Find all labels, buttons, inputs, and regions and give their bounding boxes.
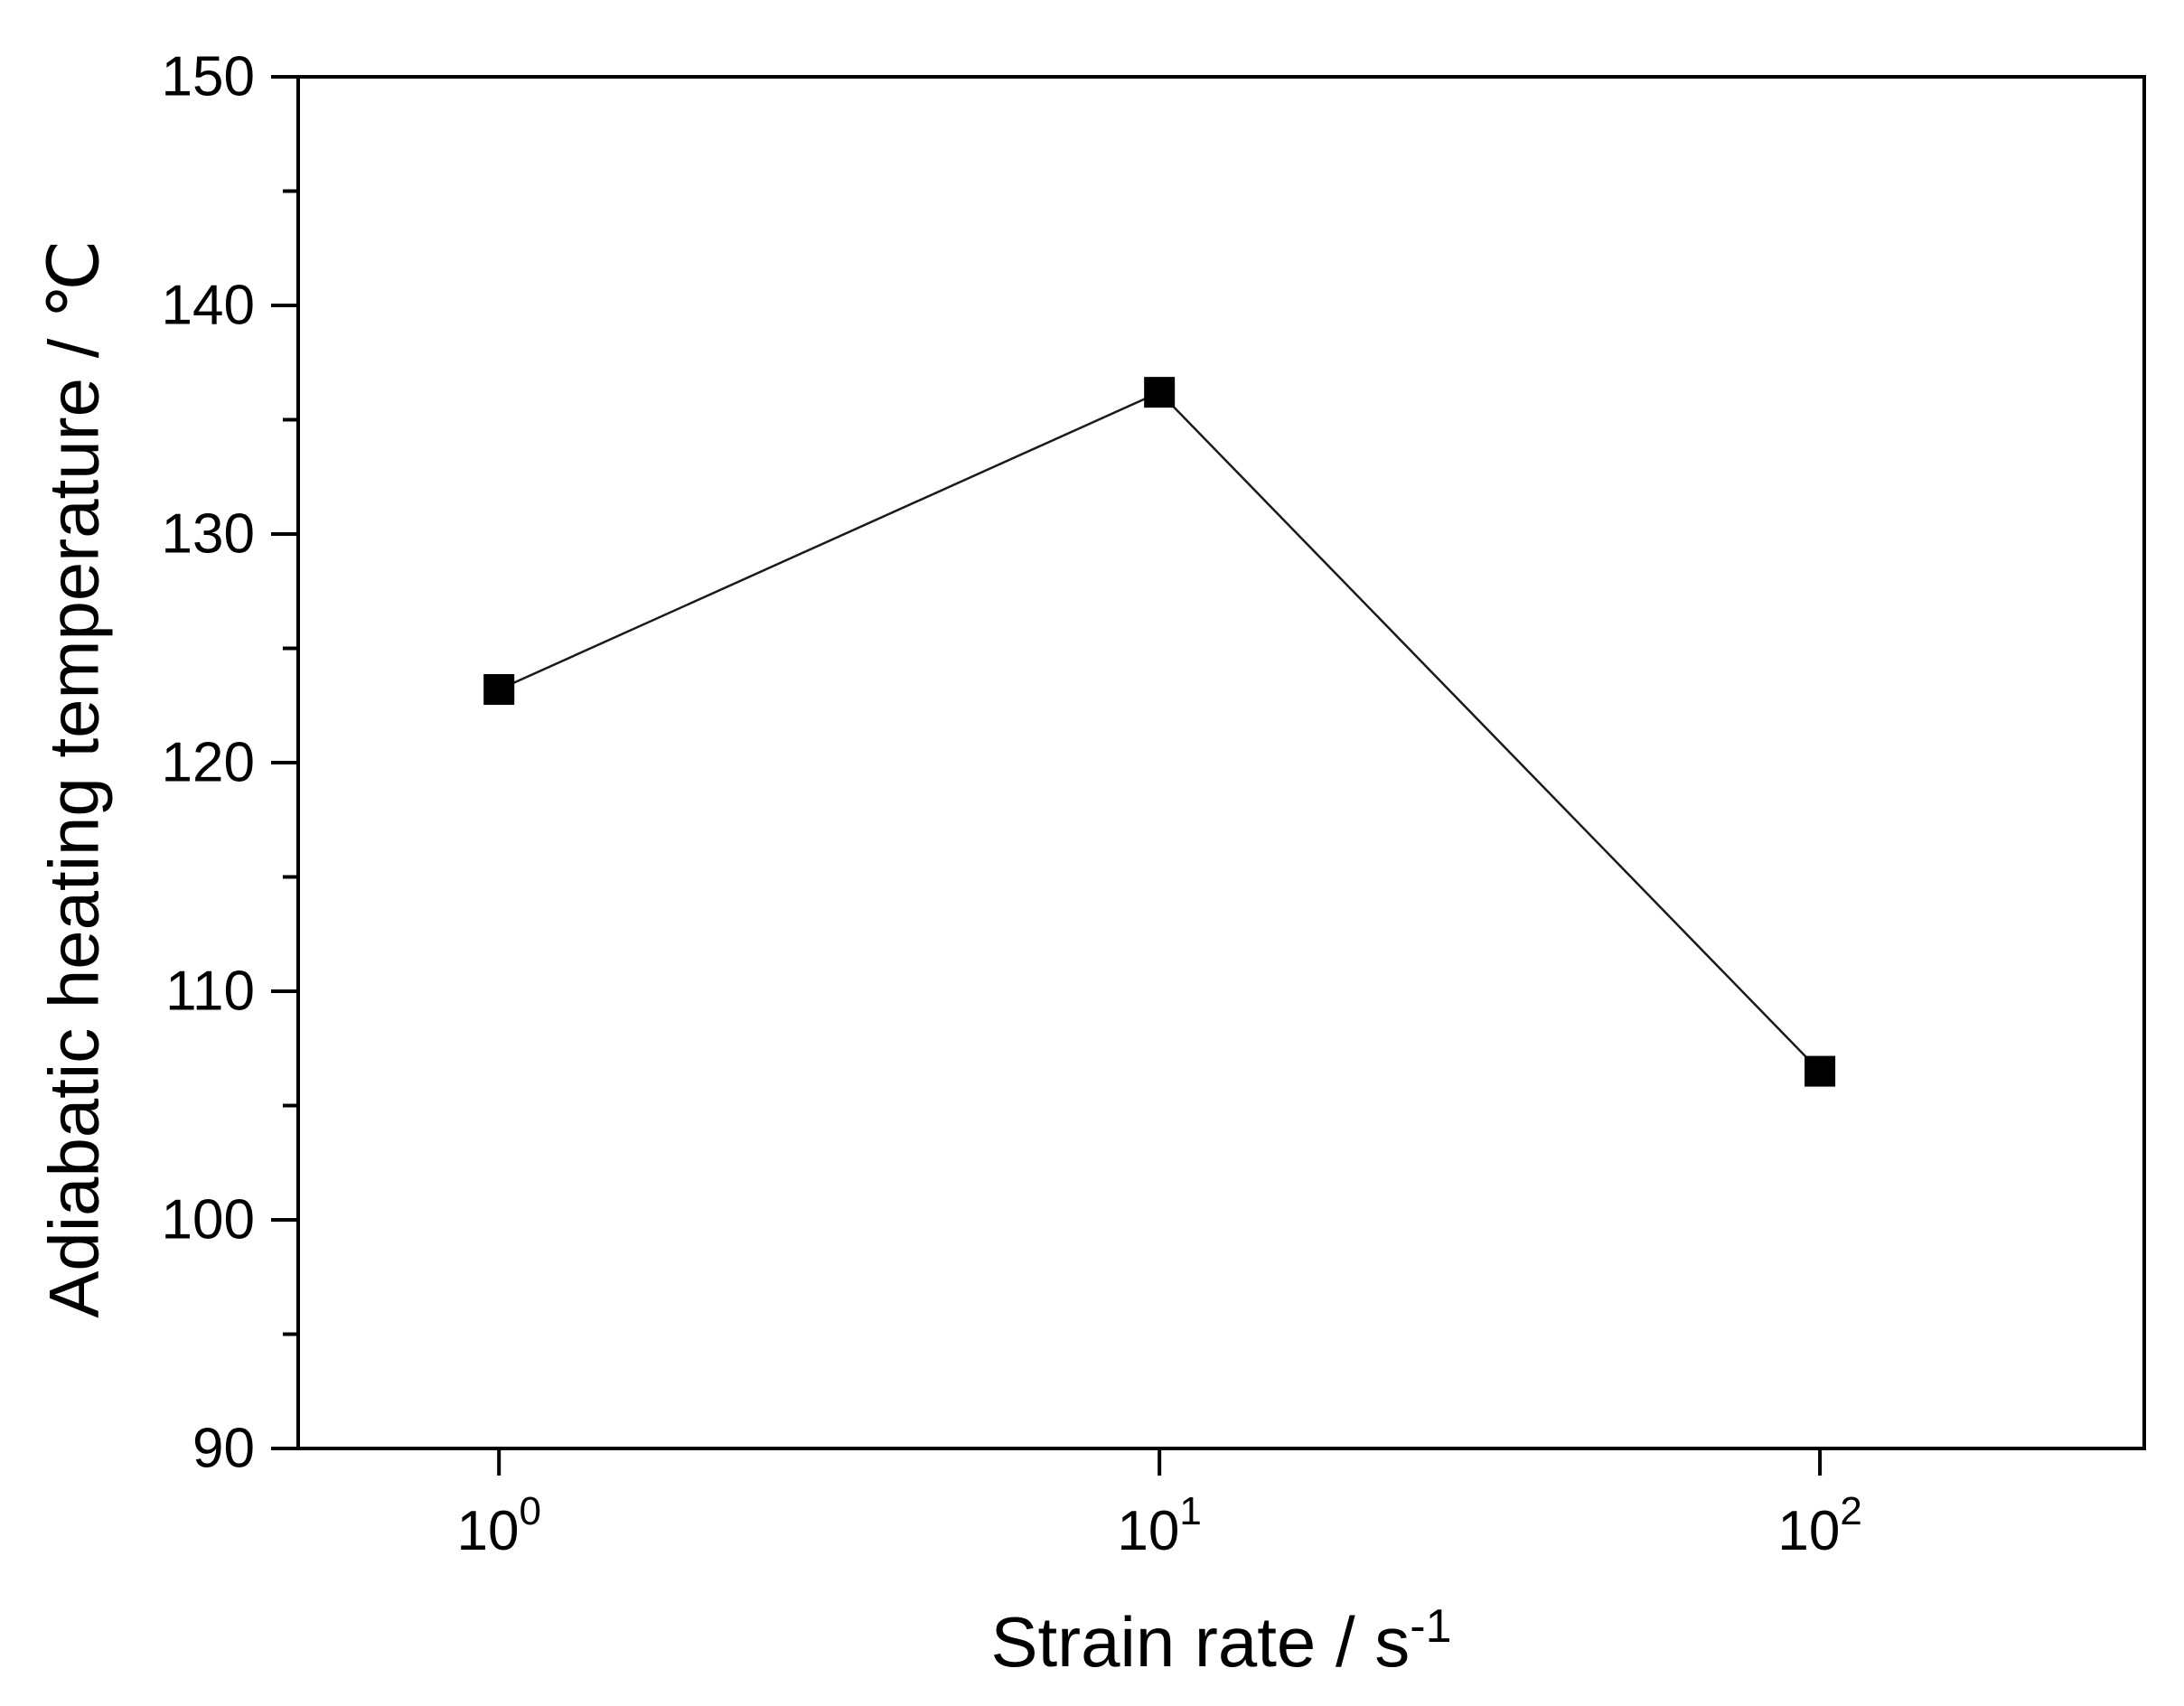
y-tick-label: 90 [192, 1418, 255, 1480]
plot-frame [296, 75, 2146, 1450]
y-tick-label: 110 [165, 961, 255, 1023]
y-tick-label: 120 [162, 732, 255, 794]
data-point-marker [1804, 1055, 1836, 1087]
data-point-marker [1144, 377, 1176, 408]
y-tick-label: 130 [162, 503, 255, 566]
y-tick-label: 150 [162, 46, 255, 108]
data-point-marker [483, 674, 515, 706]
x-tick-label: 100 [456, 1489, 540, 1562]
x-axis-title-text: Strain rate / s [990, 1602, 1411, 1682]
x-axis-title-superscript: -1 [1410, 1600, 1452, 1653]
data-line [498, 390, 1822, 1073]
y-tick-label: 100 [162, 1189, 255, 1251]
y-axis-title: Adiabatic heating temperature / ℃ [33, 239, 114, 1318]
y-tick-label: 140 [162, 275, 255, 337]
x-axis-title: Strain rate / s-1 [298, 1600, 2144, 1682]
x-tick-label: 101 [1117, 1489, 1201, 1562]
x-tick-label: 102 [1777, 1489, 1861, 1562]
